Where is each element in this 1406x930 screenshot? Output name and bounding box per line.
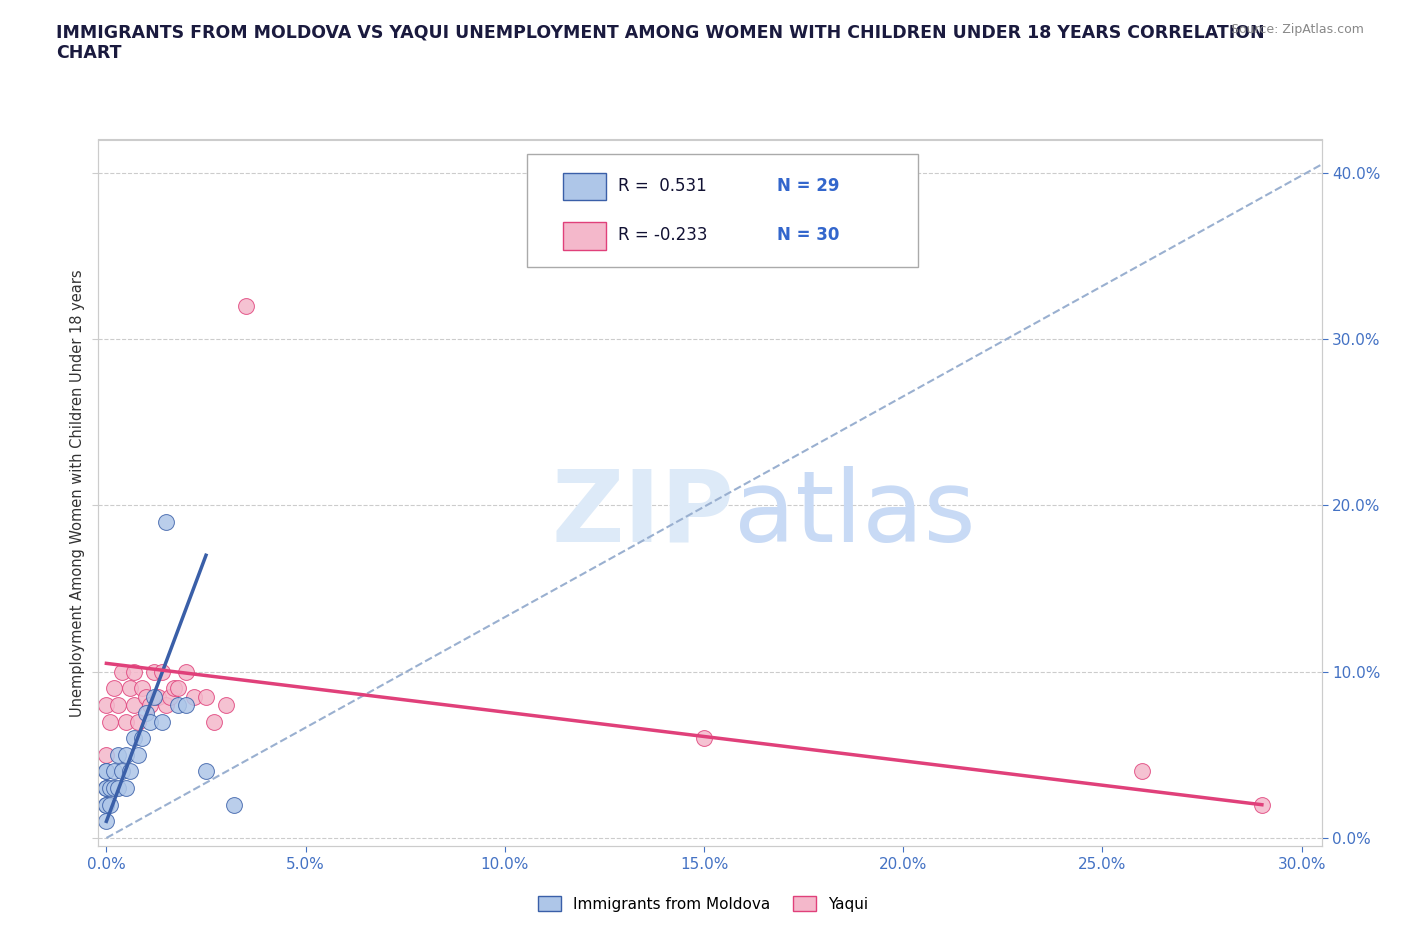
Point <box>135 689 157 704</box>
Point <box>103 764 125 779</box>
Point <box>155 514 177 529</box>
Point <box>143 664 166 679</box>
Bar <box>564 173 606 200</box>
Bar <box>564 222 606 250</box>
Point <box>124 664 146 679</box>
Point <box>120 681 142 696</box>
Point <box>96 780 118 795</box>
Point <box>135 706 157 721</box>
Point <box>150 664 173 679</box>
Point <box>111 764 134 779</box>
Point <box>100 714 122 729</box>
Point <box>1130 764 1153 779</box>
Point <box>115 714 138 729</box>
Point <box>100 780 122 795</box>
Point <box>107 748 129 763</box>
Point <box>111 664 134 679</box>
Text: R = -0.233: R = -0.233 <box>619 226 707 244</box>
Point <box>131 681 153 696</box>
Point <box>96 797 118 812</box>
Point <box>127 714 149 729</box>
Point <box>174 698 197 712</box>
Point <box>100 797 122 812</box>
Point <box>103 780 125 795</box>
Text: ZIP: ZIP <box>551 466 734 563</box>
Point <box>103 681 125 696</box>
Point <box>1250 797 1272 812</box>
Point <box>96 814 118 829</box>
Point <box>131 731 153 746</box>
Point <box>96 764 118 779</box>
FancyBboxPatch shape <box>526 153 918 267</box>
Point <box>167 698 190 712</box>
Y-axis label: Unemployment Among Women with Children Under 18 years: Unemployment Among Women with Children U… <box>69 269 84 717</box>
Point <box>222 797 245 812</box>
Point <box>124 731 146 746</box>
Text: atlas: atlas <box>734 466 976 563</box>
Point <box>107 780 129 795</box>
Point <box>159 689 181 704</box>
Point <box>96 764 118 779</box>
Point <box>143 689 166 704</box>
Point <box>195 689 218 704</box>
Point <box>115 780 138 795</box>
Point <box>148 689 170 704</box>
Text: Source: ZipAtlas.com: Source: ZipAtlas.com <box>1230 23 1364 36</box>
Point <box>167 681 190 696</box>
Point <box>202 714 225 729</box>
Point <box>115 748 138 763</box>
Point <box>127 748 149 763</box>
Text: IMMIGRANTS FROM MOLDOVA VS YAQUI UNEMPLOYMENT AMONG WOMEN WITH CHILDREN UNDER 18: IMMIGRANTS FROM MOLDOVA VS YAQUI UNEMPLO… <box>56 23 1265 62</box>
Point <box>150 714 173 729</box>
Point <box>155 698 177 712</box>
Point <box>174 664 197 679</box>
Text: N = 29: N = 29 <box>778 178 839 195</box>
Point <box>124 698 146 712</box>
Point <box>96 797 118 812</box>
Point <box>96 748 118 763</box>
Text: N = 30: N = 30 <box>778 226 839 244</box>
Point <box>235 299 257 313</box>
Point <box>693 731 716 746</box>
Point <box>96 780 118 795</box>
Point <box>183 689 205 704</box>
Point <box>96 698 118 712</box>
Point <box>163 681 186 696</box>
Point <box>120 764 142 779</box>
Point <box>215 698 238 712</box>
Point <box>107 698 129 712</box>
Text: R =  0.531: R = 0.531 <box>619 178 707 195</box>
Point <box>139 698 162 712</box>
Legend: Immigrants from Moldova, Yaqui: Immigrants from Moldova, Yaqui <box>531 889 875 918</box>
Point <box>139 714 162 729</box>
Point <box>195 764 218 779</box>
